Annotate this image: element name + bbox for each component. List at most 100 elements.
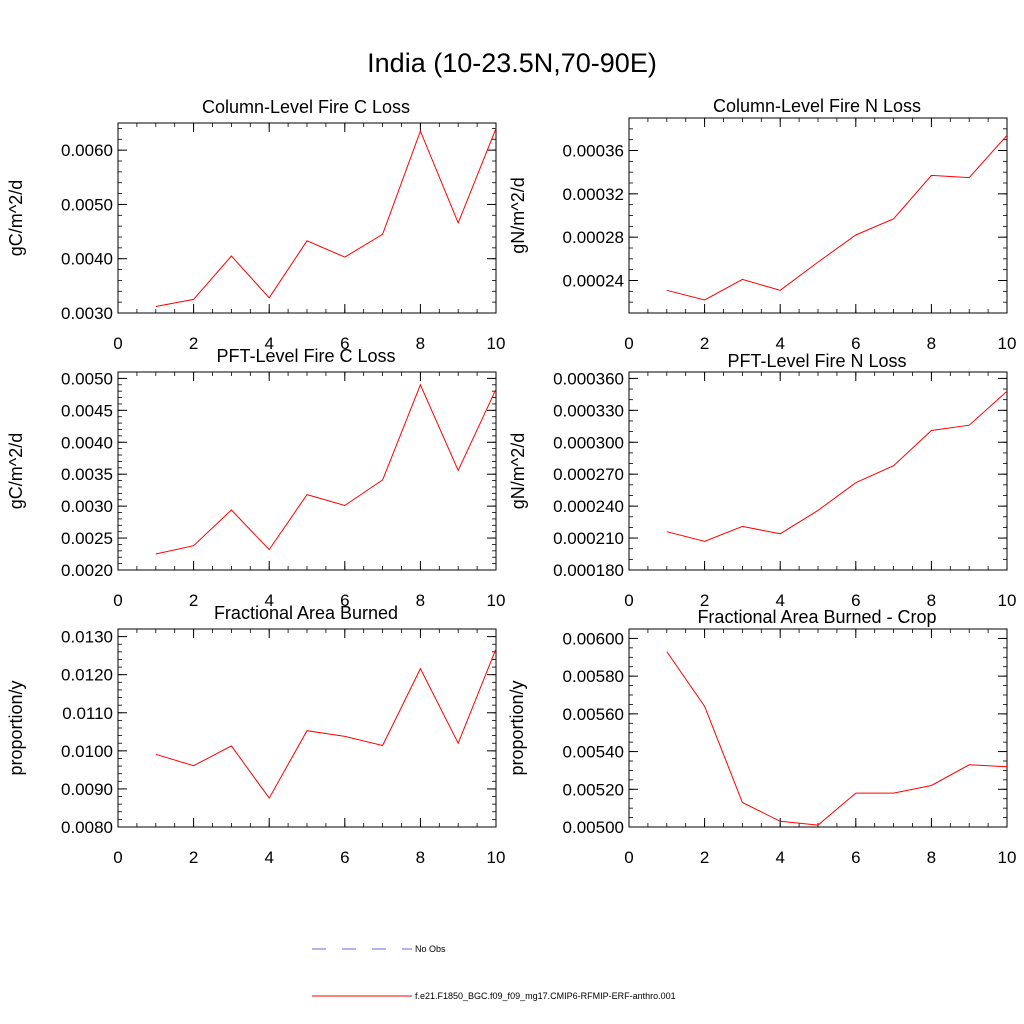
x-tick-label: 10 [487,591,506,610]
x-tick-label: 8 [927,591,936,610]
y-tick-label: 0.00540 [563,743,624,762]
series-line-column-level-fire-n-loss [666,134,1008,301]
y-tick-label: 0.000270 [553,465,624,484]
x-tick-label: 6 [340,334,349,353]
y-tick-label: 0.00520 [563,780,624,799]
page-title: India (10-23.5N,70-90E) [367,48,657,78]
x-tick-label: 10 [998,848,1017,867]
plot-frame [117,122,497,314]
y-axis-label: gN/m^2/d [508,177,528,253]
series-line-fractional-area-burned [155,648,497,800]
y-tick-label: 0.000330 [553,401,624,420]
panel-pft-level-fire-c-loss: 0.0020 0.0025 0.0030 0.0035 0.0040 0.0045 0.00… [6,346,505,610]
y-tick-label: 0.0090 [61,780,113,799]
y-tick-label: 0.000360 [553,369,624,388]
panel-pft-level-fire-n-loss: 0.000180 0.000210 0.000240 0.000270 0.000300… [508,351,1016,610]
x-tick-label: 8 [416,848,425,867]
x-tick-label: 4 [775,334,784,353]
y-axis-label: proportion/y [6,680,26,775]
y-tick-label: 0.00560 [563,705,624,724]
x-tick-label: 10 [487,334,506,353]
y-tick-label: 0.00036 [563,142,624,161]
y-tick-label: 0.0020 [61,561,113,580]
panel-fractional-area-burned: 0.0080 0.0090 0.0100 0.0110 0.0120 0.0130 0 2 4 6… [6,603,505,867]
y-tick-label: 0.000240 [553,497,624,516]
y-tick-label: 0.00032 [563,185,624,204]
x-tick-label: 2 [189,591,198,610]
panel-fractional-area-burned-crop: 0.00500 0.00520 0.00540 0.00560 0.00580 0.006… [507,607,1016,867]
panel-title: PFT-Level Fire C Loss [216,346,395,366]
x-tick-label: 4 [264,591,273,610]
y-tick-label: 0.00500 [563,818,624,837]
y-tick-label: 0.0100 [61,742,113,761]
series-line-pft-level-fire-n-loss [666,390,1008,542]
x-tick-label: 10 [998,591,1017,610]
x-tick-label: 6 [340,848,349,867]
y-tick-label: 0.0050 [61,195,113,214]
y-tick-label: 0.0025 [61,529,113,548]
x-tick-label: 10 [487,848,506,867]
panel-title: Fractional Area Burned - Crop [697,607,936,627]
y-axis-label: gN/m^2/d [508,433,528,509]
y-tick-label: 0.00028 [563,228,624,247]
x-tick-label: 2 [700,591,709,610]
y-tick-label: 0.0080 [61,818,113,837]
y-axis-label: gC/m^2/d [6,433,26,509]
x-tick-label: 0 [113,848,122,867]
y-tick-label: 0.000300 [553,433,624,452]
series-line-fractional-area-burned-crop [666,651,1008,826]
x-tick-label: 2 [189,848,198,867]
y-tick-label: 0.000180 [553,561,624,580]
x-tick-label: 6 [340,591,349,610]
x-tick-label: 6 [851,591,860,610]
legend: No Obs f.e21.F1850_BGC.f09_f09_mg17.CMIP… [312,944,676,1001]
plot-frame [628,628,1008,828]
series-line-pft-level-fire-c-loss [155,383,497,555]
y-axis-label: proportion/y [507,680,527,775]
x-tick-label: 2 [700,848,709,867]
x-tick-label: 0 [113,591,122,610]
x-tick-label: 0 [624,591,633,610]
x-tick-label: 0 [624,334,633,353]
x-tick-label: 2 [700,334,709,353]
y-tick-label: 0.0030 [61,497,113,516]
series-line-column-level-fire-c-loss [155,128,497,307]
plot-frame [117,628,497,828]
y-tick-label: 0.0035 [61,465,113,484]
panel-column-level-fire-n-loss: 0.00024 0.00028 0.00032 0.00036 0 2 4 6 8 10 Colum… [508,96,1016,353]
y-tick-label: 0.000210 [553,529,624,548]
panel-title: Column-Level Fire C Loss [202,97,410,117]
x-tick-label: 4 [775,848,784,867]
x-tick-label: 8 [416,334,425,353]
panel-title: Column-Level Fire N Loss [713,96,921,116]
y-axis-label: gC/m^2/d [6,180,26,256]
plot-frame [628,371,1008,571]
panel-column-level-fire-c-loss: 0.0030 0.0040 0.0050 0.0060 0 2 4 6 8 10 Column-Le… [6,97,505,353]
y-tick-label: 0.0110 [62,704,113,723]
x-tick-label: 8 [927,848,936,867]
x-tick-label: 0 [624,848,633,867]
y-tick-label: 0.00600 [563,629,624,648]
y-tick-label: 0.0040 [61,433,113,452]
y-tick-label: 0.00580 [563,667,624,686]
x-tick-label: 4 [264,848,273,867]
y-tick-label: 0.0045 [61,401,113,420]
x-tick-label: 4 [775,591,784,610]
y-tick-label: 0.00024 [563,272,624,291]
x-tick-label: 6 [851,334,860,353]
y-tick-label: 0.0050 [61,369,113,388]
plot-frame [628,117,1008,314]
panel-title: PFT-Level Fire N Loss [727,351,906,371]
x-tick-label: 4 [264,334,273,353]
y-tick-label: 0.0030 [61,304,113,323]
plot-frame [117,371,497,571]
panel-title: Fractional Area Burned [214,603,398,623]
x-tick-label: 6 [851,848,860,867]
x-tick-label: 8 [416,591,425,610]
y-tick-label: 0.0130 [61,628,113,647]
legend-label-model-run: f.e21.F1850_BGC.f09_f09_mg17.CMIP6-RFMIP… [415,991,676,1001]
legend-label-no-obs: No Obs [415,944,446,954]
x-tick-label: 8 [927,334,936,353]
y-tick-label: 0.0060 [61,141,113,160]
